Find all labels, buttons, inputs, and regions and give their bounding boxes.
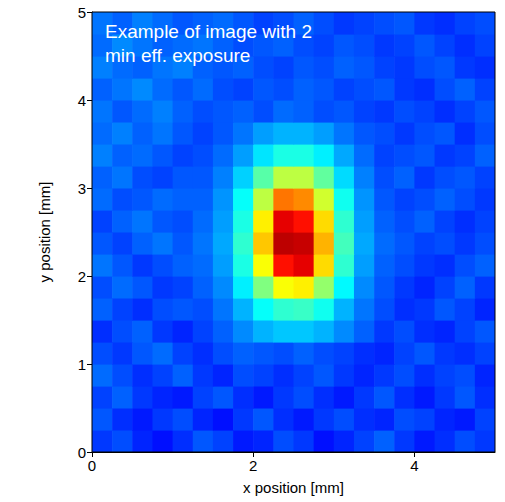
- svg-text:min eff. exposure: min eff. exposure: [105, 45, 250, 66]
- svg-text:x position [mm]: x position [mm]: [243, 479, 344, 496]
- svg-text:3: 3: [78, 180, 86, 197]
- svg-text:4: 4: [410, 457, 418, 474]
- svg-text:Example of image with 2: Example of image with 2: [105, 21, 312, 42]
- svg-text:2: 2: [78, 268, 86, 285]
- svg-text:2: 2: [249, 457, 257, 474]
- svg-text:0: 0: [88, 457, 96, 474]
- svg-text:y position [mm]: y position [mm]: [36, 182, 53, 283]
- svg-text:5: 5: [78, 4, 86, 21]
- svg-text:0: 0: [78, 444, 86, 461]
- svg-text:1: 1: [78, 356, 86, 373]
- svg-text:4: 4: [78, 92, 86, 109]
